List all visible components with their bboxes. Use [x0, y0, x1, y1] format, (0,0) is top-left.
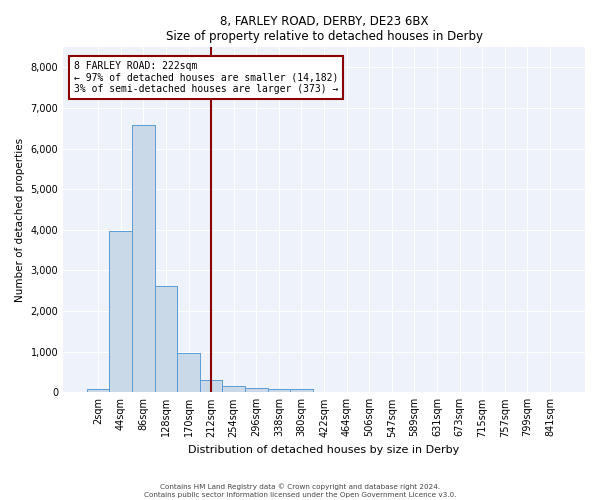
Bar	[132, 125, 155, 392]
Bar	[155, 286, 177, 393]
Bar	[223, 386, 245, 392]
Bar	[290, 390, 313, 392]
Text: 8 FARLEY ROAD: 222sqm
← 97% of detached houses are smaller (14,182)
3% of semi-d: 8 FARLEY ROAD: 222sqm ← 97% of detached …	[74, 61, 338, 94]
X-axis label: Distribution of detached houses by size in Derby: Distribution of detached houses by size …	[188, 445, 460, 455]
Bar	[200, 380, 223, 392]
Bar	[268, 388, 290, 392]
Y-axis label: Number of detached properties: Number of detached properties	[15, 138, 25, 302]
Bar	[245, 388, 268, 392]
Bar	[177, 354, 200, 393]
Text: Contains HM Land Registry data © Crown copyright and database right 2024.
Contai: Contains HM Land Registry data © Crown c…	[144, 484, 456, 498]
Bar	[87, 389, 109, 392]
Bar	[109, 230, 132, 392]
Title: 8, FARLEY ROAD, DERBY, DE23 6BX
Size of property relative to detached houses in : 8, FARLEY ROAD, DERBY, DE23 6BX Size of …	[166, 15, 482, 43]
